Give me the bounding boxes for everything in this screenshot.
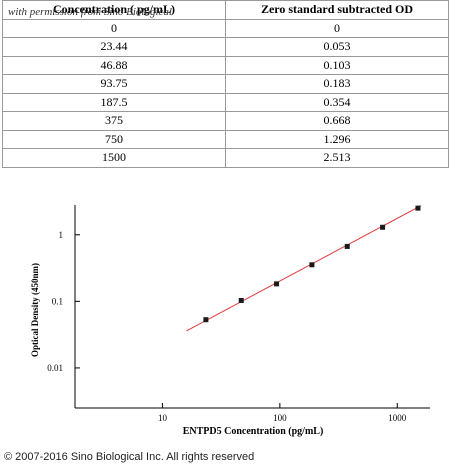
y-tick-label: 1 (59, 230, 64, 240)
table-cell: 2.513 (225, 148, 449, 168)
table-row: 93.75 0.183 (2, 74, 449, 94)
table-cell: 93.75 (2, 74, 226, 94)
data-point (380, 224, 386, 230)
footer: © 2007-2016 Sino Biological Inc. All rig… (4, 451, 255, 463)
data-point (274, 281, 280, 287)
table-body: 0 0 23.44 0.053 46.88 0.103 93.75 0.183 187.5 0.3… (2, 18, 449, 168)
table-cell: 375 (2, 111, 226, 131)
data-point (238, 297, 244, 303)
chart: ENTPD5 Concentration (pg/mL) Optical Den… (30, 205, 430, 437)
table-cell: 0.668 (225, 111, 449, 131)
data-point (203, 317, 209, 323)
y-tick-label: 0.1 (52, 296, 63, 306)
table-cell: 750 (2, 129, 226, 149)
table-row: 375 0.668 (2, 111, 449, 131)
data-point (309, 262, 315, 268)
table-row: 750 1.296 (2, 129, 449, 149)
x-tick-label: 10 (158, 413, 168, 423)
table-cell: 1.296 (225, 129, 449, 149)
x-tick-label: 100 (273, 413, 287, 423)
data-point (415, 205, 421, 211)
y-tick-label: 0.01 (47, 363, 63, 373)
y-axis-label: Optical Density (450nm) (30, 263, 40, 357)
x-axis-label: ENTPD5 Concentration (pg/mL) (183, 426, 324, 437)
data-table: Concentration ( pg/mL) Zero standard subt… (2, 0, 449, 168)
data-point (344, 243, 350, 249)
fit-line (186, 205, 422, 332)
x-tick-label: 1000 (388, 413, 407, 423)
table-row: 1500 2.513 (2, 148, 449, 168)
watermark: with permission from Sino Biological (8, 6, 172, 18)
